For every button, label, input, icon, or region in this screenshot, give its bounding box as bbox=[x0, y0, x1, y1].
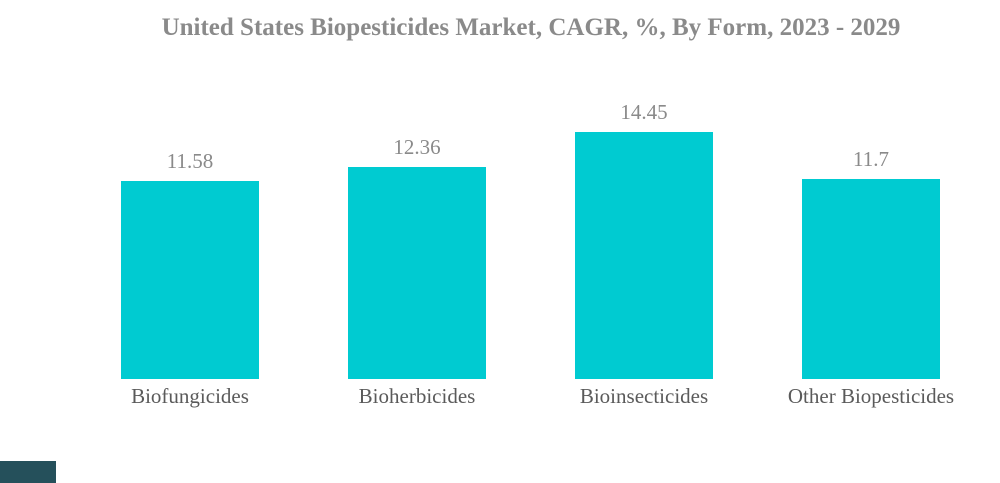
bar-bioinsecticides bbox=[575, 132, 713, 379]
bar-other-biopesticides bbox=[802, 179, 940, 379]
category-label-bioherbicides: Bioherbicides bbox=[358, 384, 476, 408]
chart-title: United States Biopesticides Market, CAGR… bbox=[161, 14, 901, 41]
logo-watermark bbox=[0, 461, 56, 483]
bar-value-label-other-biopesticides: 11.7 bbox=[853, 147, 889, 171]
category-label-other-biopesticides: Other Biopesticides bbox=[787, 384, 955, 408]
bar-value-label-biofungicides: 11.58 bbox=[166, 149, 214, 173]
bar-biofungicides bbox=[121, 181, 259, 379]
category-label-biofungicides: Biofungicides bbox=[131, 384, 249, 408]
category-label-bioinsecticides: Bioinsecticides bbox=[579, 384, 709, 408]
bar-bioherbicides bbox=[348, 167, 486, 379]
bar-value-label-bioinsecticides: 14.45 bbox=[620, 100, 668, 124]
bar-value-label-bioherbicides: 12.36 bbox=[393, 135, 441, 159]
